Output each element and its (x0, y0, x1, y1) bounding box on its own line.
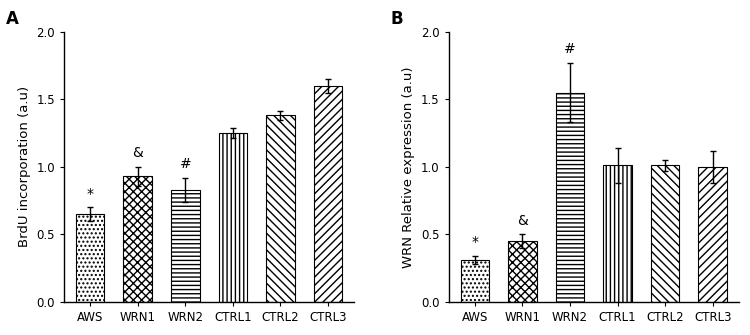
Bar (460, 260, 489, 302)
Bar (171, 190, 200, 302)
Text: *: * (471, 235, 478, 249)
Bar (509, 241, 537, 302)
Bar (651, 165, 680, 302)
Text: *: * (86, 187, 94, 201)
Bar (314, 86, 342, 302)
Bar (266, 116, 295, 302)
Text: A: A (6, 10, 19, 28)
Bar (603, 165, 632, 302)
Y-axis label: WRN Relative expression (a.u): WRN Relative expression (a.u) (403, 66, 416, 268)
Bar (124, 176, 152, 302)
Y-axis label: BrdU incorporation (a.u): BrdU incorporation (a.u) (18, 86, 31, 247)
Text: #: # (564, 42, 576, 56)
Bar (698, 167, 727, 302)
Text: &: & (132, 146, 143, 160)
Bar (556, 92, 584, 302)
Bar (76, 214, 104, 302)
Bar (218, 133, 247, 302)
Text: B: B (391, 10, 404, 28)
Text: &: & (517, 214, 528, 227)
Text: #: # (179, 157, 191, 171)
